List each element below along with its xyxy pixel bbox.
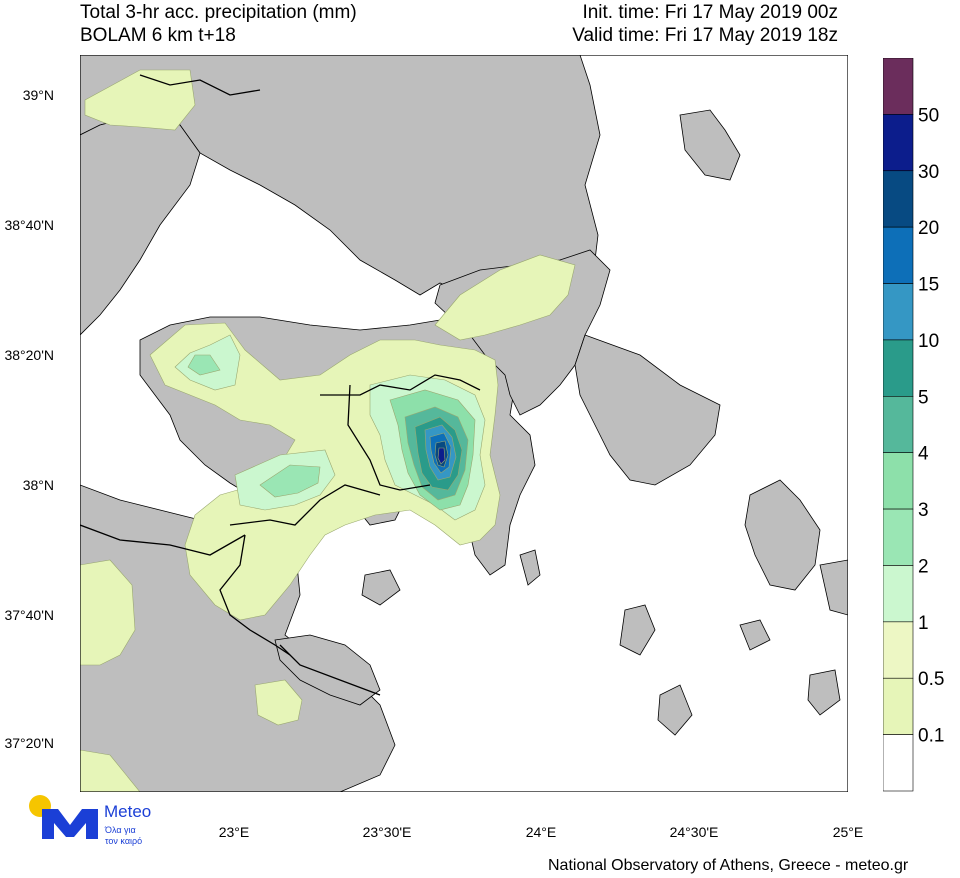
map-title: Total 3-hr acc. precipitation (mm) [80,2,357,23]
lat-label: 38°N [22,477,54,493]
legend-level-label: 0.5 [918,669,944,690]
legend-swatch [883,226,914,284]
lat-label: 39°N [22,87,54,103]
lon-label: 25°E [832,824,864,840]
lon-label: 23°30'E [362,824,412,840]
precipitation-map [80,55,848,792]
legend-swatch [883,734,914,792]
meteo-logo: Meteo Όλα για τον καιρό [29,795,151,846]
init-time: Init. time: Fri 17 May 2019 00z [582,2,838,23]
lat-label: 38°40'N [4,217,54,233]
legend-swatch [883,339,914,397]
map-subtitle: BOLAM 6 km t+18 [80,25,236,46]
legend-level-label: 30 [918,162,939,183]
legend-level-label: 1 [918,613,929,634]
meteo-m-icon [42,809,98,839]
lat-label: 37°40'N [4,607,54,623]
precipitation-layer [80,69,576,792]
footer-credit: National Observatory of Athens, Greece -… [548,857,909,874]
legend-swatch [883,170,914,228]
legend-level-label: 3 [918,500,929,521]
legend-level-label: 0.1 [918,726,944,747]
valid-time: Valid time: Fri 17 May 2019 18z [572,25,838,46]
legend-swatch [883,621,914,679]
legend-swatch [883,283,914,341]
logo-tagline-1: Όλα για [104,825,136,835]
legend-swatch [883,677,914,735]
lon-label: 24°30'E [669,824,719,840]
legend-swatch [883,565,914,623]
legend-level-label: 5 [918,387,929,408]
lon-label: 23°E [218,824,250,840]
lat-label: 38°20'N [4,347,54,363]
legend-level-label: 2 [918,556,929,577]
legend-level-label: 50 [918,105,939,126]
legend-level-label: 15 [918,275,939,296]
logo-brand: Meteo [104,802,151,821]
legend-swatch [883,508,914,566]
admin-borders [80,74,481,696]
legend-level-label: 20 [918,218,939,239]
logo-tagline-2: τον καιρό [105,836,142,846]
legend-swatch [883,396,914,453]
lat-label: 37°20'N [4,735,54,751]
legend-swatch [883,58,914,115]
legend-swatch [883,452,914,510]
legend-swatch [883,114,914,172]
precipitation-legend: 50 30 20 15 10 5 4 3 2 1 0.5 0.1 [883,58,944,792]
lon-label: 24°E [525,824,557,840]
legend-level-label: 4 [918,444,929,465]
legend-level-label: 10 [918,331,939,352]
